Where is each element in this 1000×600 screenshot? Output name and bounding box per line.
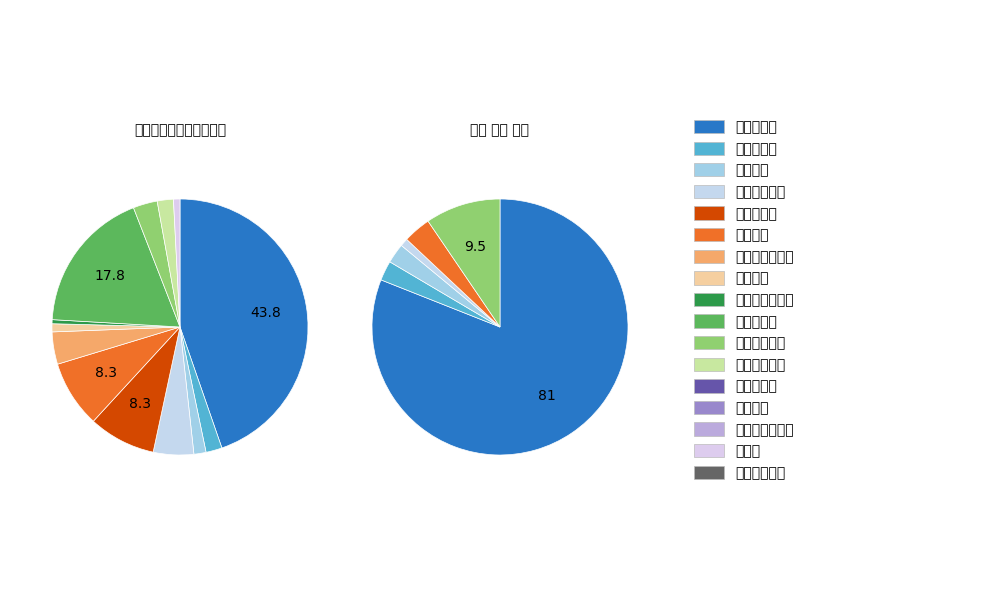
Wedge shape	[153, 327, 194, 455]
Wedge shape	[133, 201, 180, 327]
Text: 81: 81	[538, 389, 556, 403]
Text: 17.8: 17.8	[94, 269, 125, 283]
Text: 43.8: 43.8	[250, 305, 281, 320]
Wedge shape	[180, 327, 206, 454]
Wedge shape	[173, 199, 180, 327]
Wedge shape	[372, 199, 628, 455]
Title: 寰地 隆成 選手: 寰地 隆成 選手	[471, 124, 530, 137]
Text: 9.5: 9.5	[465, 241, 487, 254]
Text: 8.3: 8.3	[129, 397, 151, 411]
Wedge shape	[93, 327, 180, 452]
Wedge shape	[52, 320, 180, 327]
Wedge shape	[52, 327, 180, 364]
Wedge shape	[52, 208, 180, 327]
Wedge shape	[428, 199, 500, 327]
Wedge shape	[180, 199, 308, 448]
Wedge shape	[180, 327, 222, 452]
Wedge shape	[58, 327, 180, 421]
Wedge shape	[407, 221, 500, 327]
Wedge shape	[52, 324, 180, 332]
Wedge shape	[390, 245, 500, 327]
Wedge shape	[157, 199, 180, 327]
Legend: ストレート, ツーシーム, シュート, カットボール, スプリット, フォーク, チェンジアップ, シンカー, 高速スライダー, スライダー, 縦スライダー, : ストレート, ツーシーム, シュート, カットボール, スプリット, フォーク,…	[687, 113, 801, 487]
Wedge shape	[401, 239, 500, 327]
Title: パ・リーグ全プレイヤー: パ・リーグ全プレイヤー	[134, 124, 226, 137]
Text: 8.3: 8.3	[95, 367, 117, 380]
Wedge shape	[381, 262, 500, 327]
